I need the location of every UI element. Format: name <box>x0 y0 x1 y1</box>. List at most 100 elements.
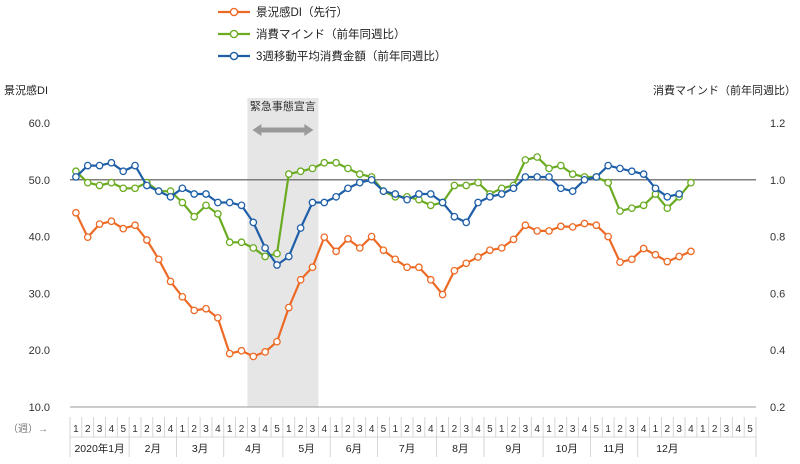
data-point <box>580 219 589 228</box>
week-number-label: 3 <box>570 424 576 435</box>
week-number-label: 4 <box>428 424 434 435</box>
week-number-label: 2 <box>511 424 517 435</box>
data-point <box>320 198 329 207</box>
week-number-label: 3 <box>724 424 730 435</box>
data-point <box>320 233 329 242</box>
week-number-label: 2 <box>298 424 304 435</box>
data-point <box>616 258 624 267</box>
data-point <box>521 173 530 181</box>
data-point <box>367 232 376 241</box>
week-number-label: 2 <box>144 424 150 435</box>
series-line <box>74 212 692 358</box>
week-number-label: 2 <box>85 424 91 435</box>
data-point <box>497 244 506 252</box>
data-point <box>166 192 175 201</box>
left-axis-title: 景況感DI <box>4 83 48 97</box>
data-point <box>687 178 695 187</box>
week-number-label: 4 <box>582 424 588 435</box>
emergency-arrow <box>252 124 314 136</box>
data-point <box>237 201 246 210</box>
data-point <box>72 208 80 217</box>
data-point <box>663 204 672 213</box>
data-point <box>355 178 364 187</box>
data-point <box>391 255 400 264</box>
data-point <box>190 212 199 221</box>
month-label: 2020年1月 <box>74 442 124 455</box>
week-axis-label: （週）→ <box>8 423 48 435</box>
week-number-label: 2 <box>345 424 351 435</box>
month-label: 7月 <box>399 443 415 455</box>
week-number-label: 1 <box>73 424 79 435</box>
data-point <box>426 190 435 198</box>
week-number-label: 1 <box>132 424 138 435</box>
legend-label: 景況感DI（先行） <box>256 5 348 19</box>
data-point <box>296 167 305 176</box>
data-point <box>663 257 672 266</box>
left-tick-label: 10.0 <box>29 402 50 414</box>
week-number-label: 1 <box>499 424 505 435</box>
data-point <box>95 181 104 190</box>
data-point <box>83 233 92 242</box>
data-point <box>284 170 293 178</box>
data-point <box>131 161 139 170</box>
data-point <box>95 220 104 228</box>
week-number-label: 1 <box>700 424 706 435</box>
data-point <box>284 303 293 312</box>
data-point <box>355 170 364 178</box>
data-point <box>497 190 506 198</box>
data-point <box>320 158 329 167</box>
week-number-label: 2 <box>191 424 197 435</box>
emergency-label: 緊急事態宣言 <box>250 99 316 113</box>
week-number-label: 1 <box>653 424 659 435</box>
data-point <box>131 184 139 193</box>
legend-marker <box>229 29 239 39</box>
week-number-label: 4 <box>215 424 221 435</box>
month-label: 5月 <box>298 443 314 455</box>
month-label: 11月 <box>603 443 624 455</box>
week-number-label: 4 <box>688 424 694 435</box>
week-number-label: 2 <box>665 424 671 435</box>
week-number-label: 3 <box>156 424 162 435</box>
data-point <box>556 222 565 231</box>
week-number-label: 2 <box>452 424 458 435</box>
series-line <box>75 161 680 267</box>
data-point <box>462 181 471 190</box>
data-point <box>344 164 352 173</box>
data-point <box>202 190 210 198</box>
week-number-label: 4 <box>641 424 647 435</box>
week-number-label: 5 <box>274 424 280 435</box>
week-number-label: 2 <box>712 424 718 435</box>
left-tick-label: 60.0 <box>29 118 50 130</box>
data-point <box>486 246 494 255</box>
data-point <box>450 181 459 190</box>
data-point <box>202 304 210 313</box>
data-point <box>533 153 542 161</box>
legend-marker <box>229 51 239 61</box>
data-point <box>580 175 589 184</box>
data-point <box>107 217 116 226</box>
data-point <box>178 292 187 301</box>
right-tick-label: 0.8 <box>770 232 785 244</box>
legend-marker <box>229 7 239 17</box>
data-point <box>545 164 553 173</box>
month-label: 9月 <box>505 443 521 455</box>
week-number-label: 5 <box>747 424 753 435</box>
week-number-label: 5 <box>120 424 126 435</box>
data-point <box>249 352 258 361</box>
week-number-label: 1 <box>392 424 398 435</box>
data-point <box>616 164 624 173</box>
week-number-label: 5 <box>381 424 387 435</box>
data-point <box>438 198 447 207</box>
week-number-label: 5 <box>594 424 600 435</box>
data-point <box>639 244 648 253</box>
data-point <box>190 190 199 198</box>
data-point <box>651 184 660 193</box>
month-label: 10月 <box>556 443 578 455</box>
week-number-label: 4 <box>262 424 268 435</box>
data-point <box>273 261 281 269</box>
week-number-label: 4 <box>534 424 540 435</box>
week-number-label: 1 <box>227 424 233 435</box>
data-point <box>190 306 199 315</box>
data-point <box>296 224 305 232</box>
